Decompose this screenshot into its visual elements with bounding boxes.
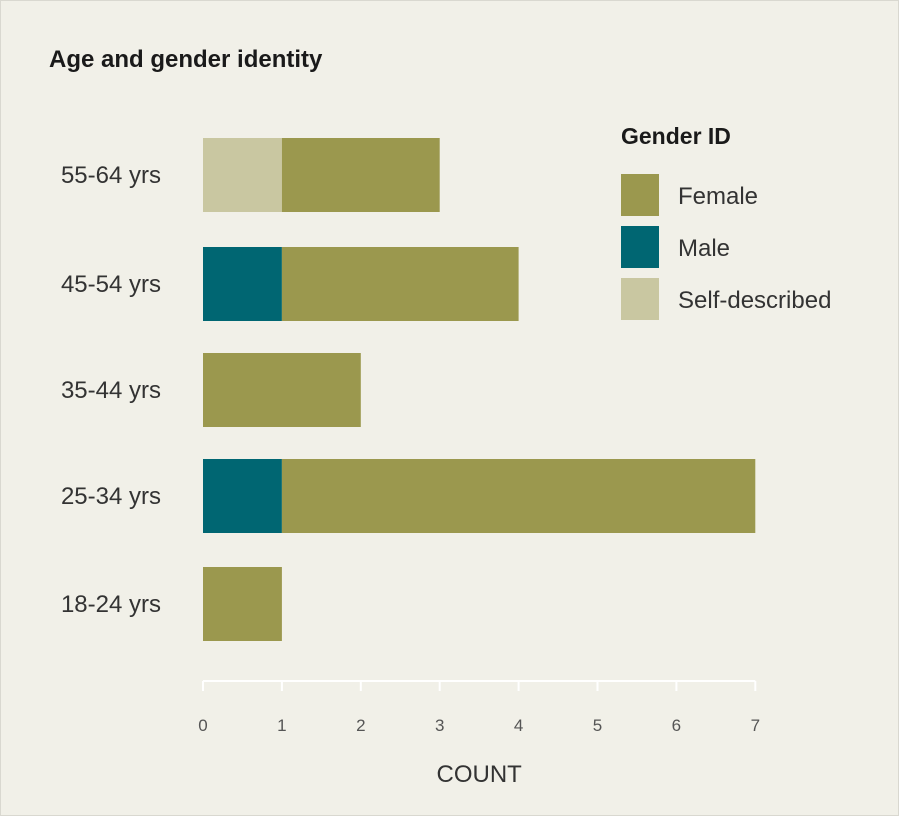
x-axis-label: COUNT bbox=[436, 761, 522, 788]
bar-male bbox=[203, 247, 282, 321]
category-label: 55-64 yrs bbox=[61, 162, 161, 189]
legend-title: Gender ID bbox=[621, 123, 731, 149]
category-label: 18-24 yrs bbox=[61, 591, 161, 618]
x-tick-label: 3 bbox=[435, 716, 444, 735]
x-tick-label: 1 bbox=[277, 716, 286, 735]
legend-label: Self-described bbox=[678, 287, 831, 314]
bar-female bbox=[281, 247, 519, 321]
x-tick-label: 6 bbox=[672, 716, 681, 735]
x-tick-label: 4 bbox=[514, 716, 523, 735]
legend-label: Female bbox=[678, 183, 758, 210]
category-label: 35-44 yrs bbox=[61, 377, 161, 404]
x-tick-label: 7 bbox=[751, 716, 760, 735]
bar-female bbox=[281, 459, 756, 533]
legend-swatch-male bbox=[621, 226, 659, 268]
legend-swatch-self-described bbox=[621, 278, 659, 320]
legend-label: Male bbox=[678, 235, 730, 262]
legend-swatch-female bbox=[621, 174, 659, 216]
bar-female bbox=[281, 138, 440, 212]
category-label: 45-54 yrs bbox=[61, 271, 161, 298]
x-tick-label: 2 bbox=[356, 716, 365, 735]
category-label: 25-34 yrs bbox=[61, 483, 161, 510]
x-tick-label: 0 bbox=[198, 716, 207, 735]
chart-title: Age and gender identity bbox=[49, 46, 323, 73]
bar-male bbox=[203, 459, 282, 533]
bar-self-described bbox=[203, 138, 282, 212]
x-tick-label: 5 bbox=[593, 716, 602, 735]
bar-female bbox=[203, 353, 361, 427]
bar-female bbox=[203, 567, 282, 641]
